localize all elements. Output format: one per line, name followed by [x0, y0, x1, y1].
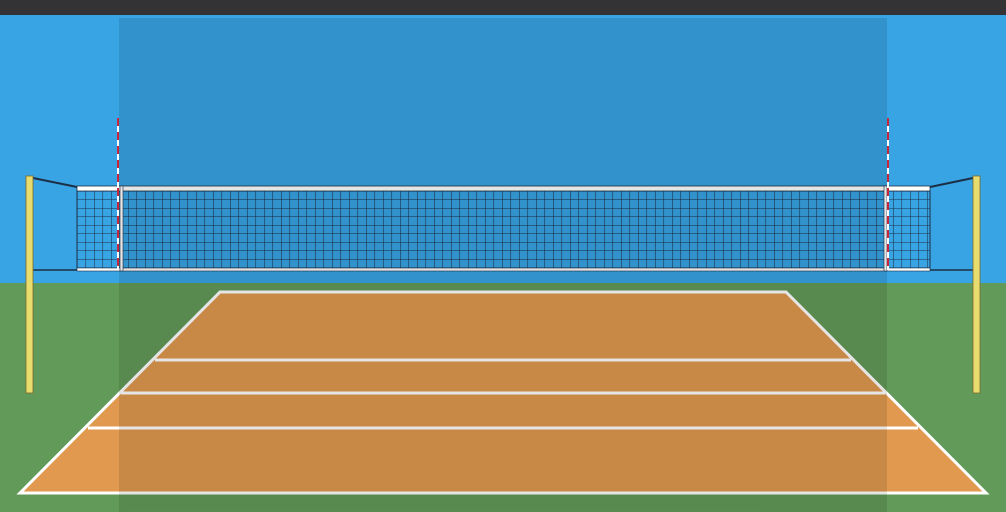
net-top-tape [76, 185, 931, 192]
net-mesh [76, 190, 931, 269]
right-pole [972, 175, 981, 394]
net [32, 118, 974, 272]
net-bottom-tape [76, 267, 931, 272]
side-band [119, 185, 124, 272]
rope [929, 177, 974, 188]
rope [32, 177, 78, 188]
top-bar [0, 0, 1006, 15]
left-pole [25, 175, 34, 394]
shaded-overlay [119, 18, 887, 512]
court [16, 290, 990, 495]
